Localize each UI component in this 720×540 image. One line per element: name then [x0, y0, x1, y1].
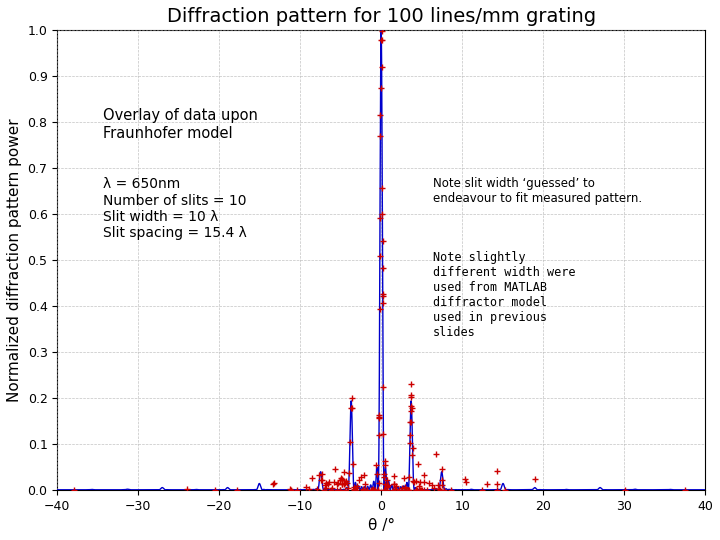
Y-axis label: Normalized diffraction pattern power: Normalized diffraction pattern power [7, 118, 22, 402]
X-axis label: θ /°: θ /° [368, 518, 395, 533]
Text: Overlay of data upon
Fraunhofer model: Overlay of data upon Fraunhofer model [102, 109, 258, 141]
Text: Note slightly
different width were
used from MATLAB
diffractor model
used in pre: Note slightly different width were used … [433, 251, 575, 339]
Text: λ = 650nm
Number of slits = 10
Slit width = 10 λ
Slit spacing = 15.4 λ: λ = 650nm Number of slits = 10 Slit widt… [102, 177, 246, 240]
Text: Note slit width ‘guessed’ to
endeavour to fit measured pattern.: Note slit width ‘guessed’ to endeavour t… [433, 177, 642, 205]
Title: Diffraction pattern for 100 lines/mm grating: Diffraction pattern for 100 lines/mm gra… [166, 7, 595, 26]
